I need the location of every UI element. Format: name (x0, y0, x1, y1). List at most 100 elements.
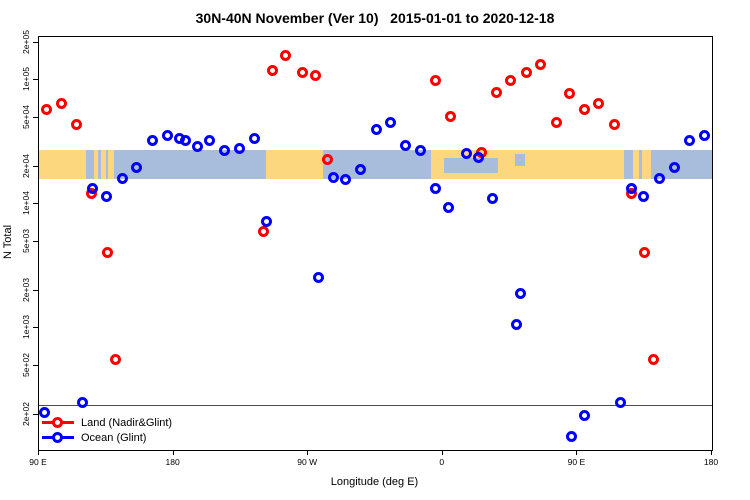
data-point-ocean (100, 191, 112, 203)
legend-label: Ocean (Glint) (81, 431, 147, 444)
y-tick-label: 5e+02 (21, 352, 31, 377)
x-tick (172, 450, 174, 455)
data-point-ocean (654, 172, 666, 184)
data-point-ocean (203, 134, 215, 146)
data-point-land (609, 119, 621, 131)
data-point-ocean (355, 164, 367, 176)
data-point-ocean (147, 134, 159, 146)
data-point-land (564, 87, 576, 99)
data-point-ocean (192, 141, 204, 153)
y-tick (33, 203, 38, 205)
y-tick (33, 116, 38, 118)
data-point-ocean (615, 397, 627, 409)
data-point-ocean (180, 134, 192, 146)
y-tick (33, 290, 38, 291)
data-point-land (55, 98, 67, 110)
x-tick-label: 90 W (297, 457, 318, 467)
data-point-land (257, 226, 269, 238)
y-tick (33, 42, 38, 43)
reference-line (39, 405, 712, 407)
map-land-segment (39, 150, 86, 179)
data-point-land (534, 58, 546, 70)
x-tick-label: 90 E (567, 457, 586, 467)
map-land-segment (101, 150, 106, 179)
data-point-ocean (510, 318, 522, 330)
data-point-ocean (414, 145, 426, 157)
chart-title: 30N-40N November (Ver 10) 2015-01-01 to … (195, 10, 555, 26)
data-point-land (550, 116, 562, 128)
legend-item: Ocean (Glint) (42, 430, 172, 445)
y-tick (33, 364, 38, 366)
x-tick (576, 450, 578, 455)
y-tick (33, 79, 38, 81)
legend: Land (Nadir&Glint) Ocean (Glint) (42, 415, 172, 445)
data-point-ocean (340, 173, 352, 185)
legend-circle-icon (52, 432, 63, 443)
y-tick-label: 1e+05 (21, 67, 31, 92)
data-point-ocean (515, 288, 527, 300)
data-point-land (310, 69, 322, 81)
data-point-ocean (486, 192, 498, 204)
data-point-ocean (461, 148, 473, 160)
data-point-ocean (260, 215, 272, 227)
data-point-land (491, 86, 503, 98)
map-land-segment (266, 150, 323, 179)
y-tick-label: 1e+04 (21, 191, 31, 216)
data-point-ocean (313, 272, 325, 284)
map-sea-patch-caspian-sea (515, 153, 526, 166)
y-tick-label: 2e+02 (21, 402, 31, 426)
map-land-segment (633, 150, 639, 179)
legend-marker (42, 417, 74, 428)
data-point-ocean (87, 182, 99, 194)
data-point-ocean (579, 409, 591, 421)
data-point-land (296, 67, 308, 79)
plot-area: Land (Nadir&Glint) Ocean (Glint) (38, 36, 713, 451)
data-point-ocean (233, 143, 245, 155)
x-tick-label: 180 (165, 457, 180, 467)
data-point-ocean (328, 171, 340, 183)
y-tick (33, 327, 38, 329)
data-point-land (521, 67, 533, 79)
legend-marker (42, 432, 74, 443)
data-point-land (40, 104, 52, 116)
y-tick (33, 414, 38, 415)
x-tick (441, 450, 443, 455)
data-point-ocean (565, 430, 577, 442)
data-point-land (429, 75, 441, 87)
x-tick (38, 450, 39, 455)
y-tick-label: 5e+04 (21, 104, 31, 129)
y-axis-title: N Total (2, 224, 14, 260)
data-point-ocean (384, 116, 396, 128)
legend-circle-icon (52, 417, 63, 428)
data-point-land (109, 354, 121, 366)
data-point-ocean (218, 145, 230, 157)
data-point-land (504, 74, 516, 86)
y-tick-label: 2e+04 (21, 154, 31, 178)
data-point-ocean (669, 161, 681, 173)
y-tick-label: 5e+03 (21, 228, 31, 253)
data-point-land (648, 354, 660, 366)
y-tick-label: 2e+03 (21, 278, 31, 302)
y-tick (33, 240, 38, 242)
data-point-ocean (473, 151, 485, 163)
y-tick-label: 2e+05 (21, 30, 31, 54)
map-land-segment (107, 150, 115, 179)
data-point-ocean (429, 183, 441, 195)
map-land-segment (642, 150, 651, 179)
x-tick (307, 450, 309, 455)
data-point-land (70, 119, 82, 131)
map-land-segment (93, 150, 99, 179)
data-point-ocean (699, 129, 711, 141)
data-point-ocean (625, 182, 637, 194)
y-tick (33, 166, 38, 167)
map-sea-patch-mediterranean-sea (443, 158, 498, 173)
data-point-ocean (637, 191, 649, 203)
data-point-land (266, 65, 278, 76)
legend-item: Land (Nadir&Glint) (42, 415, 172, 430)
data-point-ocean (76, 397, 88, 409)
data-point-land (579, 104, 591, 116)
data-point-land (639, 246, 651, 258)
data-point-ocean (130, 161, 142, 173)
data-point-land (102, 246, 114, 258)
